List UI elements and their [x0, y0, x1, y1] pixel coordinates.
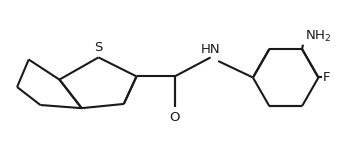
- Text: F: F: [323, 71, 331, 84]
- Text: HN: HN: [201, 43, 220, 56]
- Text: O: O: [169, 111, 180, 124]
- Text: NH$_2$: NH$_2$: [305, 29, 331, 44]
- Text: S: S: [94, 41, 103, 54]
